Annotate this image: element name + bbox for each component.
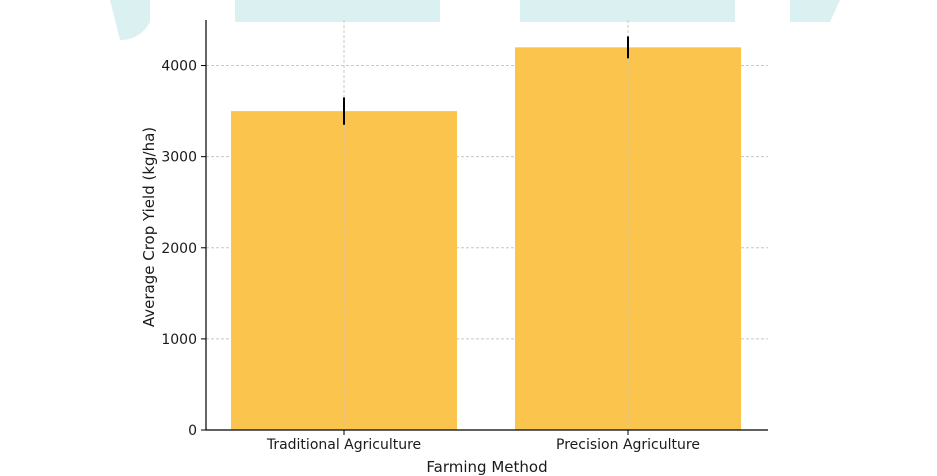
y-tick-label: 1000	[161, 332, 197, 348]
x-tick-label: Traditional Agriculture	[266, 437, 421, 453]
tick-labels: 0 1000 2000 3000 4000 Traditional Agriculture…	[161, 59, 700, 453]
watermark-shape	[520, 0, 735, 22]
y-tick-label: 0	[188, 423, 197, 439]
x-tick-label: Precision Agriculture	[556, 437, 700, 453]
grid-lines	[206, 65, 768, 340]
bars	[231, 20, 741, 430]
axes	[201, 20, 768, 435]
y-tick-label: 3000	[161, 150, 197, 166]
x-axis-title: Farming Method	[426, 458, 547, 476]
y-tick-label: 4000	[161, 59, 197, 75]
watermark-shape	[110, 0, 150, 40]
watermark-shape	[790, 0, 840, 22]
watermark-shape	[440, 0, 520, 22]
watermark-shape	[235, 0, 440, 22]
error-bars	[343, 36, 629, 125]
y-axis-title: Average Crop Yield (kg/ha)	[140, 127, 158, 327]
y-tick-label: 2000	[161, 241, 197, 257]
